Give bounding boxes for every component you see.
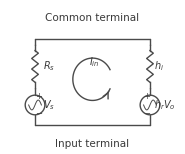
Text: −: − <box>143 109 150 118</box>
Text: $R_s$: $R_s$ <box>43 59 55 73</box>
Text: Input terminal: Input terminal <box>56 139 130 149</box>
Text: $h_i$: $h_i$ <box>154 59 164 73</box>
Text: $I_{in}$: $I_{in}$ <box>89 55 99 69</box>
Text: +: + <box>35 92 42 101</box>
Text: Common terminal: Common terminal <box>46 13 139 23</box>
Text: $h_r V_o$: $h_r V_o$ <box>154 98 176 112</box>
Text: +: + <box>143 92 150 101</box>
Text: $V_s$: $V_s$ <box>43 98 55 112</box>
Text: −: − <box>35 109 42 118</box>
